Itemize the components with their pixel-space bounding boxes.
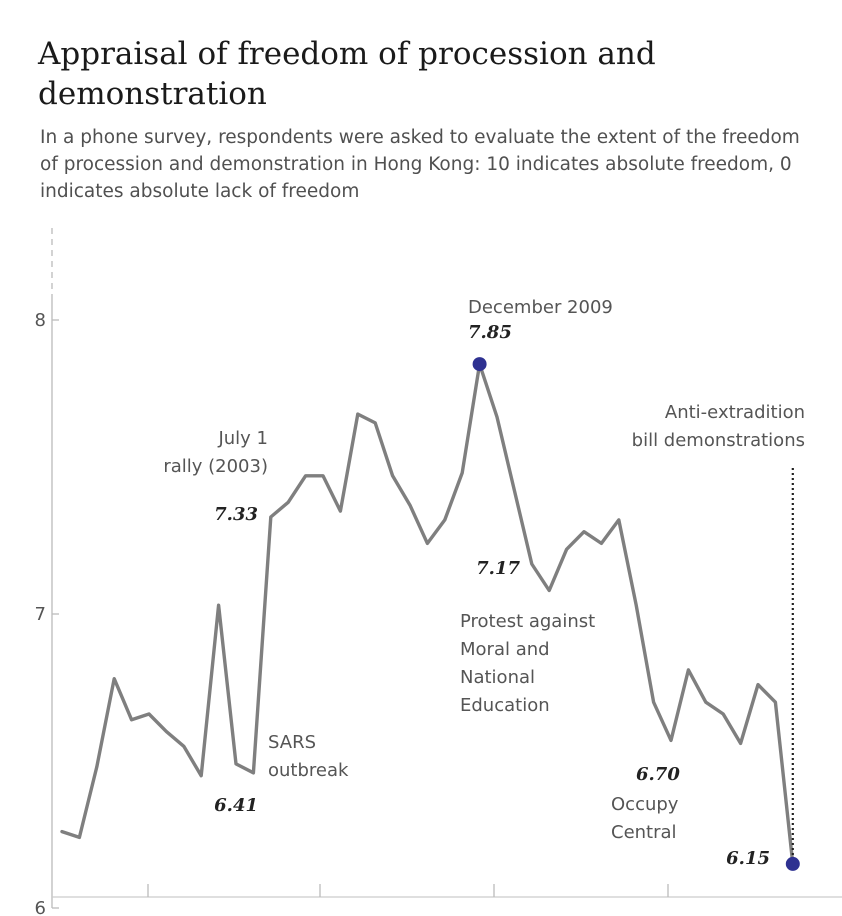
value-label: 6.15: [726, 848, 770, 869]
annotation-label: December 2009: [468, 297, 613, 318]
annotation-line: bill demonstrations: [632, 430, 805, 451]
highlight-point: [785, 856, 800, 871]
annotation-line: Protest against: [460, 611, 595, 632]
annotation-label: Anti-extradition bill demonstrations: [632, 402, 805, 451]
series-layer: [60, 357, 800, 871]
chart-subtitle: In a phone survey, respondents were aske…: [40, 127, 800, 202]
annotation-line: Anti-extradition: [665, 402, 805, 423]
value-label: 7.33: [214, 504, 258, 525]
series-line: [60, 362, 795, 866]
value-label: 6.41: [214, 795, 258, 816]
annotation-label: Protest against Moral and National Educatio…: [460, 611, 595, 716]
annotation-line: Occupy: [611, 794, 679, 815]
value-label: 7.17: [476, 558, 520, 579]
annotation-line: rally (2003): [163, 456, 268, 477]
chart-title: Appraisal of freedom of procession and d…: [38, 36, 656, 112]
annotation-label: Occupy Central: [611, 794, 679, 843]
value-label: 7.85: [468, 322, 512, 343]
annotation-label: SARS outbreak: [268, 732, 349, 781]
annotation-line: outbreak: [268, 760, 349, 781]
y-tick-label: 7: [35, 604, 46, 625]
annotation-line: July 1: [217, 428, 268, 449]
y-tick-label: 6: [35, 898, 46, 916]
annotation-label: July 1 rally (2003): [163, 428, 268, 477]
annotation-line: National: [460, 667, 535, 688]
highlight-point: [472, 357, 487, 372]
annotation-line: Moral and: [460, 639, 550, 660]
annotation-line: Central: [611, 822, 677, 843]
y-tick-label: 8: [35, 310, 46, 331]
annotation-line: SARS: [268, 732, 316, 753]
annotation-layer: 7.33 July 1 rally (2003) 6.41 SARS outbreak 7.…: [163, 297, 805, 869]
value-label: 6.70: [636, 764, 680, 785]
annotation-line: December 2009: [468, 297, 613, 318]
annotation-line: Education: [460, 695, 550, 716]
axes: 6 7 8: [35, 228, 842, 916]
